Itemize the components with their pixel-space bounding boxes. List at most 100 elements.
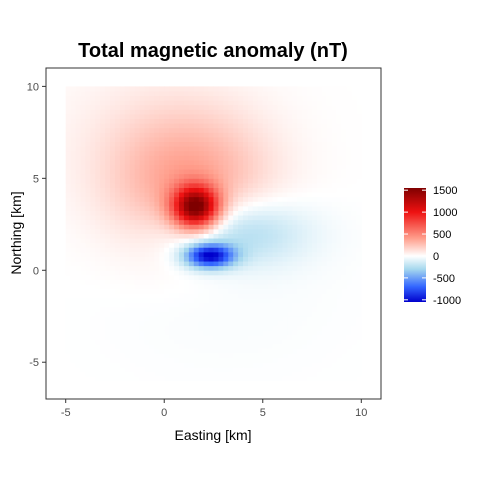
heatmap-cell bbox=[223, 164, 229, 170]
heatmap-cell bbox=[198, 205, 205, 211]
heatmap-cell bbox=[174, 353, 180, 359]
heatmap-cell bbox=[154, 293, 160, 299]
heatmap-cell bbox=[183, 136, 190, 143]
heatmap-cell bbox=[100, 90, 106, 97]
heatmap-cell bbox=[321, 302, 328, 308]
heatmap-cell bbox=[149, 123, 155, 129]
heatmap-cell bbox=[316, 348, 323, 354]
heatmap-cell bbox=[95, 366, 101, 372]
heatmap-cell bbox=[154, 205, 160, 211]
heatmap-cell bbox=[203, 109, 210, 115]
heatmap-cell bbox=[243, 357, 249, 363]
heatmap-cell bbox=[238, 330, 244, 336]
heatmap-cell bbox=[129, 242, 136, 248]
heatmap-cell bbox=[129, 297, 136, 303]
heatmap-cell bbox=[272, 288, 278, 294]
heatmap-cell bbox=[336, 201, 343, 207]
heatmap-cell bbox=[267, 265, 274, 271]
heatmap-cell bbox=[297, 100, 303, 106]
heatmap-cell bbox=[159, 343, 165, 349]
heatmap-cell bbox=[144, 293, 150, 299]
heatmap-cell bbox=[228, 159, 234, 165]
heatmap-cell bbox=[100, 100, 106, 106]
heatmap-cell bbox=[65, 270, 72, 276]
heatmap-cell bbox=[188, 228, 195, 234]
heatmap-cell bbox=[75, 293, 81, 299]
heatmap-cell bbox=[316, 86, 323, 92]
heatmap-cell bbox=[119, 233, 126, 239]
heatmap-cell bbox=[144, 118, 150, 124]
heatmap-cell bbox=[105, 219, 111, 225]
heatmap-cell bbox=[174, 261, 180, 267]
heatmap-cell bbox=[213, 284, 219, 290]
heatmap-cell bbox=[252, 182, 259, 188]
heatmap-cell bbox=[321, 348, 328, 354]
heatmap-cell bbox=[100, 219, 106, 225]
heatmap-cell bbox=[247, 302, 254, 308]
heatmap-cell bbox=[95, 86, 101, 92]
heatmap-cell bbox=[351, 141, 357, 147]
heatmap-cell bbox=[331, 261, 338, 267]
heatmap-cell bbox=[208, 288, 214, 294]
heatmap-cell bbox=[223, 210, 229, 216]
heatmap-cell bbox=[159, 118, 165, 124]
heatmap-cell bbox=[341, 169, 347, 175]
heatmap-cell bbox=[262, 293, 269, 299]
heatmap-cell bbox=[80, 371, 86, 377]
heatmap-cell bbox=[262, 233, 269, 239]
heatmap-cell bbox=[243, 270, 249, 276]
heatmap-cell bbox=[272, 376, 278, 382]
heatmap-cell bbox=[159, 224, 165, 230]
heatmap-cell bbox=[208, 348, 214, 354]
heatmap-cell bbox=[312, 348, 318, 354]
heatmap-cell bbox=[243, 265, 249, 271]
heatmap-cell bbox=[341, 376, 347, 382]
heatmap-cell bbox=[272, 274, 278, 280]
heatmap-cell bbox=[203, 90, 210, 97]
heatmap-cell bbox=[351, 196, 357, 202]
heatmap-cell bbox=[267, 159, 274, 165]
heatmap-cell bbox=[346, 123, 352, 129]
heatmap-cell bbox=[243, 109, 249, 115]
heatmap-cell bbox=[223, 113, 229, 120]
heatmap-cell bbox=[331, 343, 338, 349]
heatmap-cell bbox=[144, 320, 150, 326]
heatmap-cell bbox=[321, 311, 328, 317]
heatmap-cell bbox=[110, 113, 116, 120]
heatmap-cell bbox=[262, 343, 269, 349]
heatmap-cell bbox=[213, 228, 219, 234]
heatmap-cell bbox=[85, 201, 91, 207]
heatmap-cell bbox=[80, 261, 86, 267]
heatmap-cell bbox=[336, 100, 343, 106]
heatmap-cell bbox=[110, 251, 116, 257]
heatmap-cell bbox=[198, 90, 205, 97]
heatmap-cell bbox=[129, 343, 136, 349]
heatmap-cell bbox=[208, 127, 214, 133]
heatmap-cell bbox=[321, 109, 328, 115]
heatmap-cell bbox=[80, 233, 86, 239]
heatmap-cell bbox=[129, 302, 136, 308]
heatmap-cell bbox=[75, 316, 81, 322]
heatmap-cell bbox=[139, 261, 145, 267]
heatmap-cell bbox=[218, 247, 224, 253]
heatmap-cell bbox=[302, 334, 308, 340]
heatmap-cell bbox=[233, 215, 239, 221]
heatmap-cell bbox=[149, 238, 155, 244]
heatmap-cell bbox=[302, 224, 308, 230]
heatmap-cell bbox=[188, 215, 195, 221]
heatmap-cell bbox=[119, 288, 126, 294]
heatmap-cell bbox=[119, 362, 126, 368]
heatmap-cell bbox=[228, 343, 234, 349]
heatmap-cell bbox=[213, 247, 219, 253]
heatmap-cell bbox=[70, 348, 77, 354]
heatmap-cell bbox=[114, 187, 121, 193]
heatmap-cell bbox=[65, 104, 72, 110]
heatmap-cell bbox=[218, 104, 224, 110]
heatmap-cell bbox=[198, 219, 205, 225]
heatmap-cell bbox=[105, 343, 111, 349]
heatmap-cell bbox=[277, 132, 283, 138]
heatmap-cell bbox=[351, 187, 357, 193]
heatmap-cell bbox=[292, 288, 298, 294]
heatmap-cell bbox=[80, 325, 86, 331]
heatmap-cell bbox=[198, 256, 205, 262]
